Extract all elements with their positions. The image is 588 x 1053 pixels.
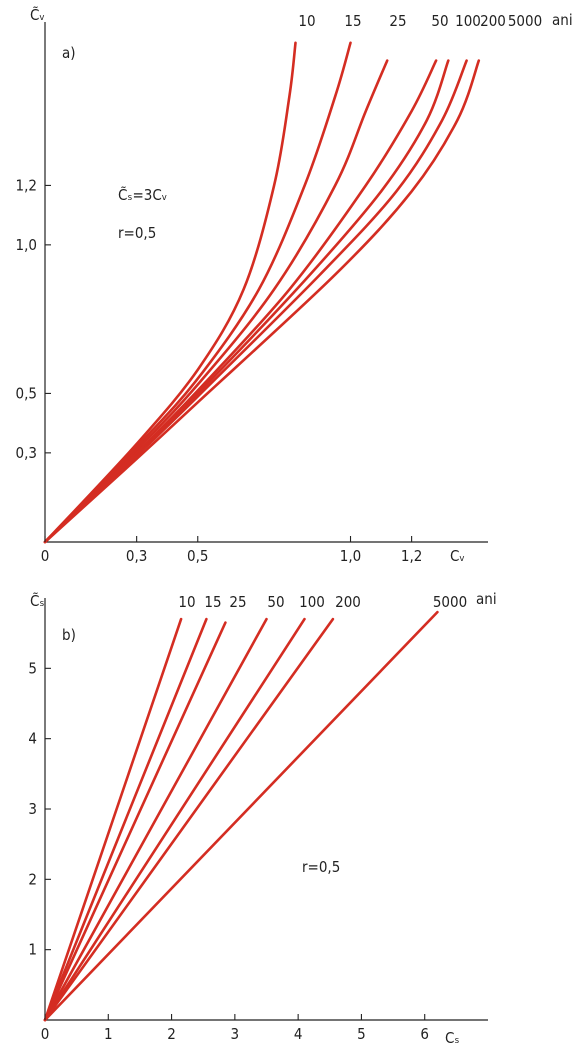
panel-b-y-axis-title: C̃ₛ	[30, 591, 44, 610]
panel-a-x-tick-label: 0,5	[187, 547, 208, 565]
panel-b-y-tick-label: 1	[28, 941, 37, 959]
panel-a-series-label-10: 10	[298, 12, 315, 30]
panel-b-label: b)	[62, 626, 76, 644]
panel-a-curve-10	[43, 41, 297, 544]
panel-b-x-tick-label: 1	[104, 1025, 113, 1043]
panel-a-x-axis-title: Cᵥ	[450, 547, 465, 565]
panel-b-curve-100	[43, 617, 306, 1022]
panel-b-x-axis-title: Cₛ	[445, 1029, 459, 1047]
panel-a-series-label-200: 200	[480, 12, 506, 30]
panel-b-curve-50	[43, 617, 268, 1022]
panel-a-curve-15	[43, 41, 352, 544]
panel-b-x-tick-label: 5	[357, 1025, 366, 1043]
panel-b-y-tick-label: 3	[28, 800, 37, 818]
panel-b-y-tick-label: 4	[28, 730, 37, 748]
panel-b-x-tick-label: 3	[231, 1025, 240, 1043]
panel-b-series-label-25: 25	[229, 593, 246, 611]
panel-b-annotation-r: r=0,5	[302, 858, 340, 876]
panel-b-series-label-200: 200	[335, 593, 361, 611]
panel-a-series-label-15: 15	[344, 12, 361, 30]
panel-a-ticks: 0 0,3 0,5 1,0 1,2 0,3 0,5 1,0 1,2	[16, 176, 423, 565]
panel-a: C̃ᵥ a) C̃ₛ=3Cᵥ r=0,5 Cᵥ ani 0 0,3 0,5 1,0 1,…	[16, 5, 573, 565]
panel-b-unit-label: ani	[476, 590, 497, 608]
panel-a-y-tick-label: 1,2	[16, 176, 37, 194]
panel-b-ticks: 0 1 2 3 4 5 6 1 2 3 4 5	[28, 659, 429, 1043]
panel-a-label: a)	[62, 44, 76, 62]
panel-a-series-label-5000: 5000	[508, 12, 542, 30]
panel-b-series-labels: 10 15 25 50 100 200 5000	[178, 593, 467, 611]
panel-b-series-label-100: 100	[299, 593, 325, 611]
panel-a-annotation-r: r=0,5	[118, 224, 156, 242]
panel-b-x-tick-label: 2	[167, 1025, 176, 1043]
panel-a-y-axis-title: C̃ᵥ	[30, 5, 45, 24]
panel-a-curves	[43, 41, 481, 544]
panel-b-series-label-15: 15	[204, 593, 221, 611]
panel-b-curves	[43, 610, 439, 1022]
panel-a-curve-50	[43, 59, 438, 544]
panel-b-x-tick-label: 4	[294, 1025, 303, 1043]
panel-a-x-tick-label: 1,0	[340, 547, 361, 565]
panel-a-curve-200	[43, 59, 468, 544]
panel-a-series-labels: 10 15 25 50 100 200 5000	[298, 12, 542, 30]
panel-b-y-tick-label: 2	[28, 870, 37, 888]
panel-b-x-tick-label: 6	[420, 1025, 429, 1043]
panel-b-series-label-5000: 5000	[433, 593, 467, 611]
panel-b-series-label-50: 50	[267, 593, 284, 611]
panel-b-series-label-10: 10	[178, 593, 195, 611]
panel-a-y-tick-label: 0,3	[16, 444, 37, 462]
panel-b-y-tick-label: 5	[28, 659, 37, 677]
panel-b-curve-5000	[43, 610, 439, 1022]
panel-a-x-tick-label: 0	[41, 547, 50, 565]
panel-a-series-label-100: 100	[455, 12, 481, 30]
panel-a-y-tick-label: 0,5	[16, 384, 37, 402]
panel-a-annotation-cs: C̃ₛ=3Cᵥ	[118, 185, 167, 204]
panel-a-x-tick-label: 0,3	[126, 547, 147, 565]
panel-a-x-tick-label: 1,2	[401, 547, 422, 565]
panel-a-curve-5000	[43, 59, 481, 544]
panel-b-curve-15	[43, 617, 208, 1022]
panel-a-curve-100	[43, 59, 450, 544]
panel-b-x-tick-label: 0	[41, 1025, 50, 1043]
panel-b-curve-10	[43, 617, 183, 1022]
panel-b-curve-25	[43, 621, 227, 1022]
panel-a-y-tick-label: 1,0	[16, 236, 37, 254]
panel-b-curve-200	[43, 617, 335, 1022]
panel-a-series-label-50: 50	[431, 12, 448, 30]
panel-b: C̃ₛ b) r=0,5 Cₛ ani 0 1 2 3 4 5 6 1 2 3 4 5 10 15 25 5…	[28, 590, 496, 1047]
panel-a-series-label-25: 25	[389, 12, 406, 30]
panel-a-curve-25	[43, 59, 389, 544]
panel-a-unit-label: ani	[552, 11, 573, 29]
